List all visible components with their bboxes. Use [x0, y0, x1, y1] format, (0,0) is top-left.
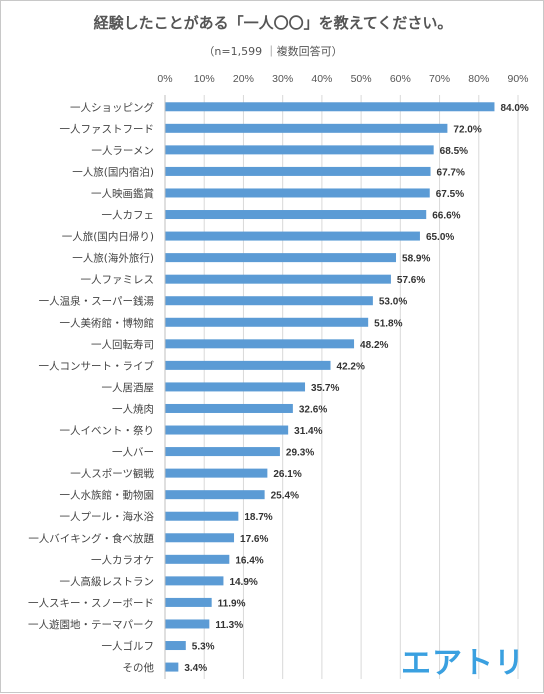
x-tick-label: 80% [468, 73, 489, 85]
bar [165, 554, 230, 564]
category-label: 一人カフェ [102, 210, 155, 222]
bar [165, 188, 430, 198]
bar [165, 403, 293, 413]
bar [165, 511, 239, 521]
category-label: 一人高級レストラン [60, 575, 155, 588]
x-tick-label: 30% [272, 73, 293, 85]
category-label: 一人焼肉 [112, 402, 154, 415]
bar [165, 274, 391, 284]
category-label: 一人スキー・スノーボード [28, 597, 154, 609]
x-tick-label: 60% [390, 73, 411, 85]
category-label: 一人旅(国内日帰り) [62, 230, 154, 243]
category-label: 一人コンサート・ライブ [39, 359, 155, 372]
data-label: 31.4% [294, 426, 322, 437]
data-label: 51.8% [374, 318, 402, 329]
bar [165, 253, 397, 263]
category-label: 一人スポーツ観戦 [70, 467, 154, 480]
data-label: 67.5% [436, 189, 464, 200]
data-label: 18.7% [244, 512, 272, 523]
category-label: 一人映画鑑賞 [91, 187, 154, 200]
x-tick-label: 20% [233, 73, 254, 85]
chart-title: 経験したことがある「一人〇〇」を教えてください。 [93, 14, 453, 32]
bar [165, 145, 434, 155]
data-label: 29.3% [286, 448, 314, 459]
category-label: 一人ゴルフ [102, 640, 155, 653]
data-label: 11.9% [218, 598, 246, 609]
bar [165, 317, 369, 327]
category-label: 一人プール・海水浴 [60, 510, 155, 523]
x-tick-label: 70% [429, 73, 450, 85]
category-label: 一人美術館・博物館 [60, 316, 155, 329]
x-tick-label: 50% [351, 73, 372, 85]
category-label: 一人温泉・スーパー銭湯 [39, 295, 155, 308]
bar [165, 360, 331, 370]
bar [165, 382, 306, 392]
x-tick-label: 10% [194, 73, 215, 85]
data-label: 57.6% [397, 275, 425, 286]
bar [165, 468, 268, 478]
data-label: 84.0% [500, 103, 528, 114]
category-label: 一人旅(国内宿泊) [72, 165, 154, 178]
data-label: 42.2% [337, 361, 365, 372]
bar [165, 619, 210, 629]
x-tick-label: 0% [157, 73, 172, 85]
category-label: 一人ショッピング [70, 101, 154, 114]
data-label: 32.6% [299, 404, 327, 415]
data-label: 14.9% [229, 577, 257, 588]
data-label: 26.1% [273, 469, 301, 480]
bar [165, 576, 224, 586]
bar [165, 166, 431, 176]
bar [165, 425, 289, 435]
bar [165, 490, 265, 500]
bar [165, 102, 495, 112]
bar [165, 533, 235, 543]
bar [165, 123, 448, 133]
category-label: 一人バイキング・食べ放題 [28, 532, 154, 545]
data-label: 53.0% [379, 297, 407, 308]
category-label: 一人カラオケ [91, 554, 154, 566]
data-label: 17.6% [240, 534, 268, 545]
category-label: 一人ファストフード [60, 123, 155, 135]
category-label: 一人バー [112, 447, 154, 459]
category-label: 一人旅(海外旅行) [72, 252, 154, 265]
chart-subtitle: （n=1,599 ｜複数回答可） [203, 45, 343, 58]
category-label: 一人ラーメン [91, 145, 154, 157]
bar [165, 447, 280, 457]
bar [165, 597, 212, 607]
x-tick-label: 40% [311, 73, 332, 85]
data-label: 66.6% [432, 211, 460, 222]
category-label: 一人居酒屋 [102, 381, 155, 394]
data-label: 5.3% [192, 642, 215, 653]
data-label: 35.7% [311, 383, 339, 394]
data-label: 68.5% [440, 146, 468, 157]
data-label: 16.4% [235, 555, 263, 566]
bar [165, 210, 427, 220]
data-label: 65.0% [426, 232, 454, 243]
bar [165, 641, 186, 651]
x-tick-label: 90% [507, 73, 528, 85]
bar [165, 231, 420, 241]
data-label: 48.2% [360, 340, 388, 351]
data-label: 3.4% [184, 663, 207, 674]
category-label: 一人回転寿司 [91, 338, 154, 351]
category-label: 一人水族館・動物園 [60, 489, 155, 502]
category-label: その他 [123, 661, 155, 674]
category-label: 一人イベント・祭り [60, 425, 155, 437]
category-label: 一人遊園地・テーマパーク [28, 618, 154, 631]
data-label: 25.4% [271, 491, 299, 502]
data-label: 11.3% [215, 620, 243, 631]
data-label: 58.9% [402, 254, 430, 265]
data-label: 67.7% [437, 167, 465, 178]
bar [165, 662, 179, 672]
bar [165, 339, 355, 349]
airtrip-logo: エアトリ [401, 646, 525, 681]
data-label: 72.0% [453, 124, 481, 135]
category-label: 一人ファミレス [81, 274, 155, 286]
bar [165, 296, 373, 306]
